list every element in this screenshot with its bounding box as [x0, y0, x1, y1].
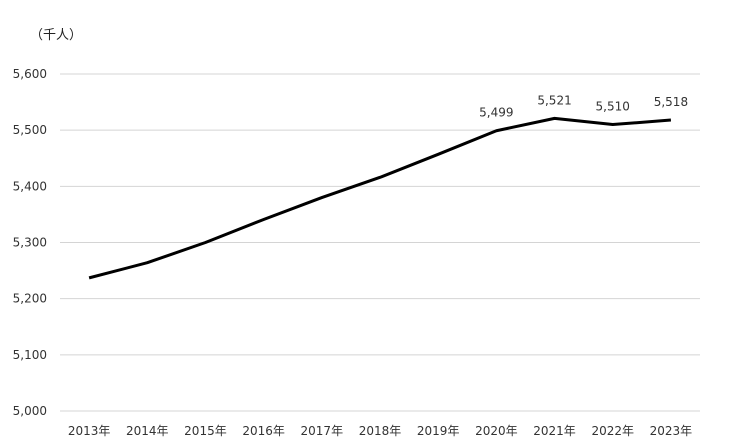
x-tick-label: 2020年 — [475, 424, 518, 438]
x-tick-label: 2018年 — [359, 424, 402, 438]
data-label: 5,521 — [537, 93, 571, 107]
data-label: 5,510 — [596, 100, 630, 114]
y-tick-label: 5,500 — [13, 123, 47, 137]
x-tick-label: 2017年 — [301, 424, 344, 438]
x-tick-label: 2013年 — [68, 424, 111, 438]
y-tick-label: 5,600 — [13, 67, 47, 81]
x-tick-label: 2019年 — [417, 424, 460, 438]
y-tick-label: 5,200 — [13, 292, 47, 306]
x-tick-label: 2016年 — [242, 424, 285, 438]
x-tick-label: 2023年 — [650, 424, 693, 438]
data-label: 5,518 — [654, 95, 688, 109]
x-tick-label: 2015年 — [184, 424, 227, 438]
x-axis-ticks: 2013年 2014年 2015年 2016年 2017年 2018年 2019年 2020年… — [68, 424, 692, 438]
data-labels: 5,499 5,521 5,510 5,518 — [479, 93, 688, 119]
data-label: 5,499 — [479, 106, 513, 120]
y-tick-label: 5,400 — [13, 179, 47, 193]
series-line — [88, 116, 672, 280]
y-axis-ticks: 5,000 5,100 5,200 5,300 5,400 5,500 5,600 — [13, 67, 47, 418]
gridlines — [60, 73, 700, 412]
y-tick-label: 5,000 — [13, 404, 47, 418]
x-tick-label: 2014年 — [126, 424, 169, 438]
y-tick-label: 5,300 — [13, 236, 47, 250]
y-tick-label: 5,100 — [13, 348, 47, 362]
x-tick-label: 2022年 — [591, 424, 634, 438]
x-tick-label: 2021年 — [533, 424, 576, 438]
unit-label: （千人） — [30, 28, 82, 43]
